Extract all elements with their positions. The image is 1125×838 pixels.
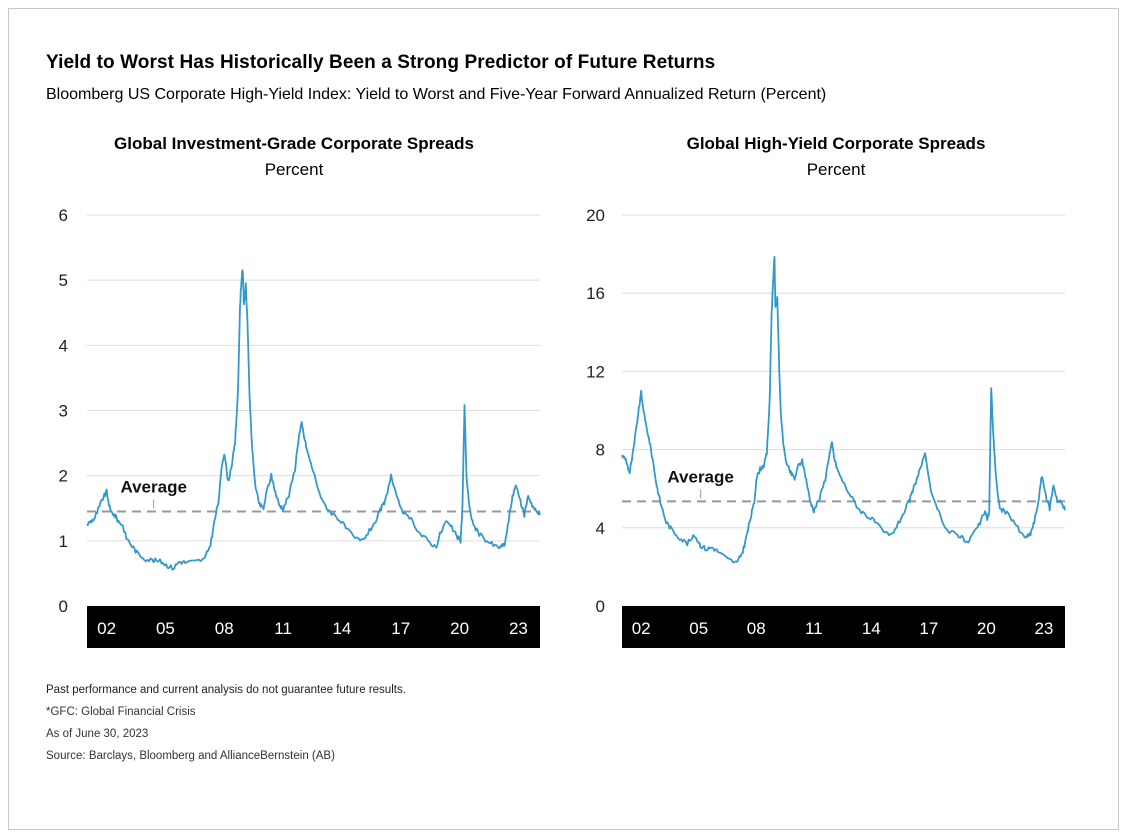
hy-y-tick-label: 8 xyxy=(596,441,605,460)
left-chart-title: Global Investment-Grade Corporate Spread… xyxy=(114,134,474,153)
right-chart-subtitle: Percent xyxy=(806,160,866,179)
hy-x-tick-label: 17 xyxy=(919,619,938,638)
hy-y-tick-label: 20 xyxy=(586,206,605,225)
hy-x-tick-label: 20 xyxy=(977,619,996,638)
ig-x-tick-label: 05 xyxy=(156,619,175,638)
ig-y-tick-label: 1 xyxy=(59,532,68,551)
ig-series-line xyxy=(86,269,541,571)
ig-x-tick-label: 14 xyxy=(332,619,351,638)
hy-x-tick-label: 11 xyxy=(805,619,823,638)
hy-y-tick-label: 0 xyxy=(596,597,605,616)
ig-y-tick-label: 3 xyxy=(59,402,68,421)
hy-series-line xyxy=(621,255,1066,564)
ig-x-tick-label: 11 xyxy=(274,619,292,638)
ig-x-tick-label: 23 xyxy=(509,619,528,638)
right-chart-title: Global High-Yield Corporate Spreads xyxy=(686,134,986,153)
footnote-source: Source: Barclays, Bloomberg and Alliance… xyxy=(46,750,335,762)
hy-y-tick-label: 16 xyxy=(586,284,605,303)
footnote-gfc: *GFC: Global Financial Crisis xyxy=(46,706,196,718)
ig-y-tick-label: 4 xyxy=(59,336,68,355)
hy-y-tick-label: 4 xyxy=(596,519,605,538)
hy-x-tick-label: 08 xyxy=(747,619,766,638)
ig-average-label: Average xyxy=(120,478,186,497)
hy-x-tick-label: 14 xyxy=(862,619,881,638)
left-chart-subtitle: Percent xyxy=(264,160,324,179)
ig-x-tick-label: 02 xyxy=(97,619,116,638)
ig-x-axis-band xyxy=(87,606,540,648)
ig-y-tick-label: 5 xyxy=(59,271,68,290)
ig-y-tick-label: 0 xyxy=(59,597,68,616)
ig-x-tick-label: 20 xyxy=(450,619,469,638)
figure-title: Yield to Worst Has Historically Been a S… xyxy=(46,52,716,73)
ig-y-tick-label: 2 xyxy=(59,467,68,486)
hy-average-label: Average xyxy=(667,467,733,486)
hy-x-tick-label: 23 xyxy=(1034,619,1053,638)
hy-x-axis-band xyxy=(622,606,1065,648)
figure-frame xyxy=(8,8,1119,830)
hy-x-tick-label: 02 xyxy=(632,619,651,638)
hy-x-tick-label: 05 xyxy=(689,619,708,638)
footnote-asof: As of June 30, 2023 xyxy=(46,728,149,740)
footnote-disclaimer: Past performance and current analysis do… xyxy=(46,684,406,696)
figure-subtitle: Bloomberg US Corporate High-Yield Index:… xyxy=(46,86,827,103)
hy-y-tick-label: 12 xyxy=(586,362,605,381)
ig-y-tick-label: 6 xyxy=(59,206,68,225)
ig-x-tick-label: 17 xyxy=(391,619,410,638)
ig-x-tick-label: 08 xyxy=(215,619,234,638)
